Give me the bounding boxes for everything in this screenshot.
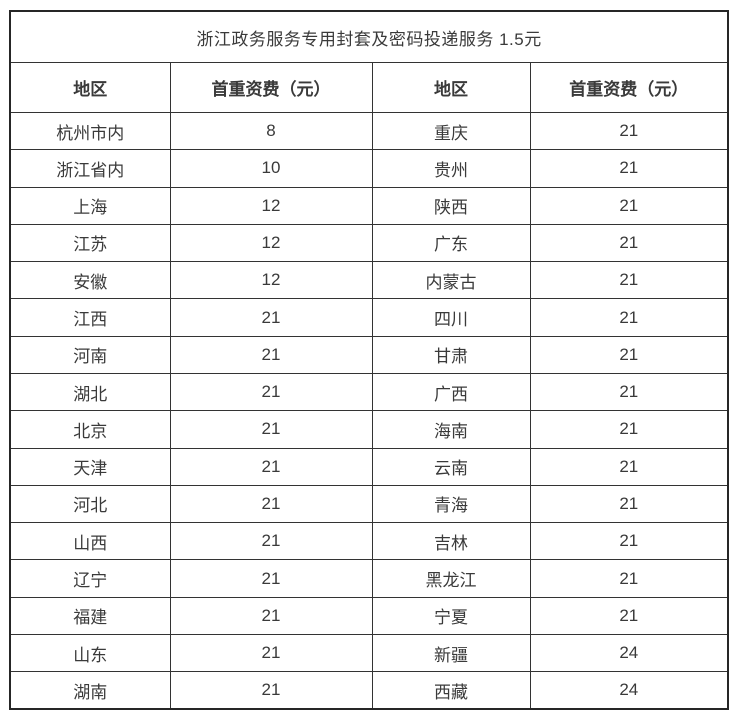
region-cell: 海南	[371, 410, 531, 449]
table-row: 山东 21 新疆 24	[9, 633, 729, 673]
fee-cell: 21	[169, 522, 373, 561]
table-row: 天津 21 云南 21	[9, 447, 729, 486]
table-row: 北京 21 海南 21	[9, 410, 729, 449]
table-header-row: 地区 首重资费（元） 地区 首重资费（元）	[9, 62, 729, 113]
fee-cell: 12	[169, 223, 373, 263]
fee-cell: 24	[529, 633, 729, 673]
region-cell: 西藏	[371, 671, 531, 710]
table-row: 河南 21 甘肃 21	[9, 335, 729, 374]
header-cell-fee-2: 首重资费（元）	[529, 62, 729, 113]
fee-cell: 21	[169, 410, 373, 449]
region-cell: 云南	[371, 447, 531, 486]
fee-cell: 21	[529, 186, 729, 225]
region-cell: 安徽	[9, 261, 171, 300]
region-cell: 湖北	[9, 372, 171, 412]
region-cell: 天津	[9, 447, 171, 486]
table-row: 山西 21 吉林 21	[9, 522, 729, 561]
fee-cell: 21	[529, 261, 729, 300]
fee-cell: 12	[169, 261, 373, 300]
table-title: 浙江政务服务专用封套及密码投递服务 1.5元	[9, 10, 729, 63]
fee-cell: 21	[529, 522, 729, 561]
region-cell: 广西	[371, 372, 531, 412]
region-cell: 上海	[9, 186, 171, 225]
table-row: 上海 12 陕西 21	[9, 186, 729, 225]
fee-cell: 21	[169, 484, 373, 524]
header-cell-region-2: 地区	[371, 62, 531, 113]
fee-cell: 21	[169, 633, 373, 673]
region-cell: 青海	[371, 484, 531, 524]
region-cell: 浙江省内	[9, 149, 171, 188]
fee-cell: 21	[169, 298, 373, 337]
fee-cell: 21	[529, 447, 729, 486]
fee-cell: 21	[169, 559, 373, 598]
fee-cell: 10	[169, 149, 373, 188]
fee-cell: 24	[529, 671, 729, 710]
table-row: 江苏 12 广东 21	[9, 223, 729, 263]
region-cell: 山东	[9, 633, 171, 673]
table-row: 杭州市内 8 重庆 21	[9, 111, 729, 151]
table-row: 浙江省内 10 贵州 21	[9, 149, 729, 188]
region-cell: 杭州市内	[9, 111, 171, 151]
region-cell: 吉林	[371, 522, 531, 561]
fee-cell: 21	[529, 223, 729, 263]
region-cell: 河北	[9, 484, 171, 524]
region-cell: 新疆	[371, 633, 531, 673]
table-row: 湖北 21 广西 21	[9, 372, 729, 412]
fee-cell: 21	[169, 372, 373, 412]
fee-cell: 21	[529, 484, 729, 524]
region-cell: 内蒙古	[371, 261, 531, 300]
region-cell: 辽宁	[9, 559, 171, 598]
region-cell: 黑龙江	[371, 559, 531, 598]
region-cell: 北京	[9, 410, 171, 449]
region-cell: 甘肃	[371, 335, 531, 374]
fee-cell: 21	[529, 559, 729, 598]
fee-cell: 21	[529, 111, 729, 151]
header-cell-region-1: 地区	[9, 62, 171, 113]
fee-cell: 21	[169, 596, 373, 635]
table-row: 辽宁 21 黑龙江 21	[9, 559, 729, 598]
fee-cell: 21	[169, 335, 373, 374]
region-cell: 江苏	[9, 223, 171, 263]
fee-cell: 21	[529, 410, 729, 449]
table-row: 福建 21 宁夏 21	[9, 596, 729, 635]
region-cell: 广东	[371, 223, 531, 263]
region-cell: 河南	[9, 335, 171, 374]
table-body: 杭州市内 8 重庆 21 浙江省内 10 贵州 21 上海 12 陕西 21 江苏 12 广东 21 安徽 12 内…	[9, 111, 729, 710]
fee-cell: 8	[169, 111, 373, 151]
fee-cell: 21	[169, 447, 373, 486]
region-cell: 湖南	[9, 671, 171, 710]
region-cell: 重庆	[371, 111, 531, 151]
table-row: 河北 21 青海 21	[9, 484, 729, 524]
table-row: 湖南 21 西藏 24	[9, 671, 729, 710]
table-title-row: 浙江政务服务专用封套及密码投递服务 1.5元	[9, 10, 729, 63]
fee-cell: 12	[169, 186, 373, 225]
fee-cell: 21	[529, 372, 729, 412]
fee-cell: 21	[169, 671, 373, 710]
fee-cell: 21	[529, 335, 729, 374]
table-row: 安徽 12 内蒙古 21	[9, 261, 729, 300]
table-row: 江西 21 四川 21	[9, 298, 729, 337]
rate-table: 浙江政务服务专用封套及密码投递服务 1.5元 地区 首重资费（元） 地区 首重资…	[9, 10, 730, 710]
region-cell: 陕西	[371, 186, 531, 225]
region-cell: 贵州	[371, 149, 531, 188]
region-cell: 福建	[9, 596, 171, 635]
fee-cell: 21	[529, 149, 729, 188]
fee-cell: 21	[529, 596, 729, 635]
fee-cell: 21	[529, 298, 729, 337]
header-cell-fee-1: 首重资费（元）	[169, 62, 373, 113]
region-cell: 宁夏	[371, 596, 531, 635]
region-cell: 四川	[371, 298, 531, 337]
region-cell: 山西	[9, 522, 171, 561]
region-cell: 江西	[9, 298, 171, 337]
